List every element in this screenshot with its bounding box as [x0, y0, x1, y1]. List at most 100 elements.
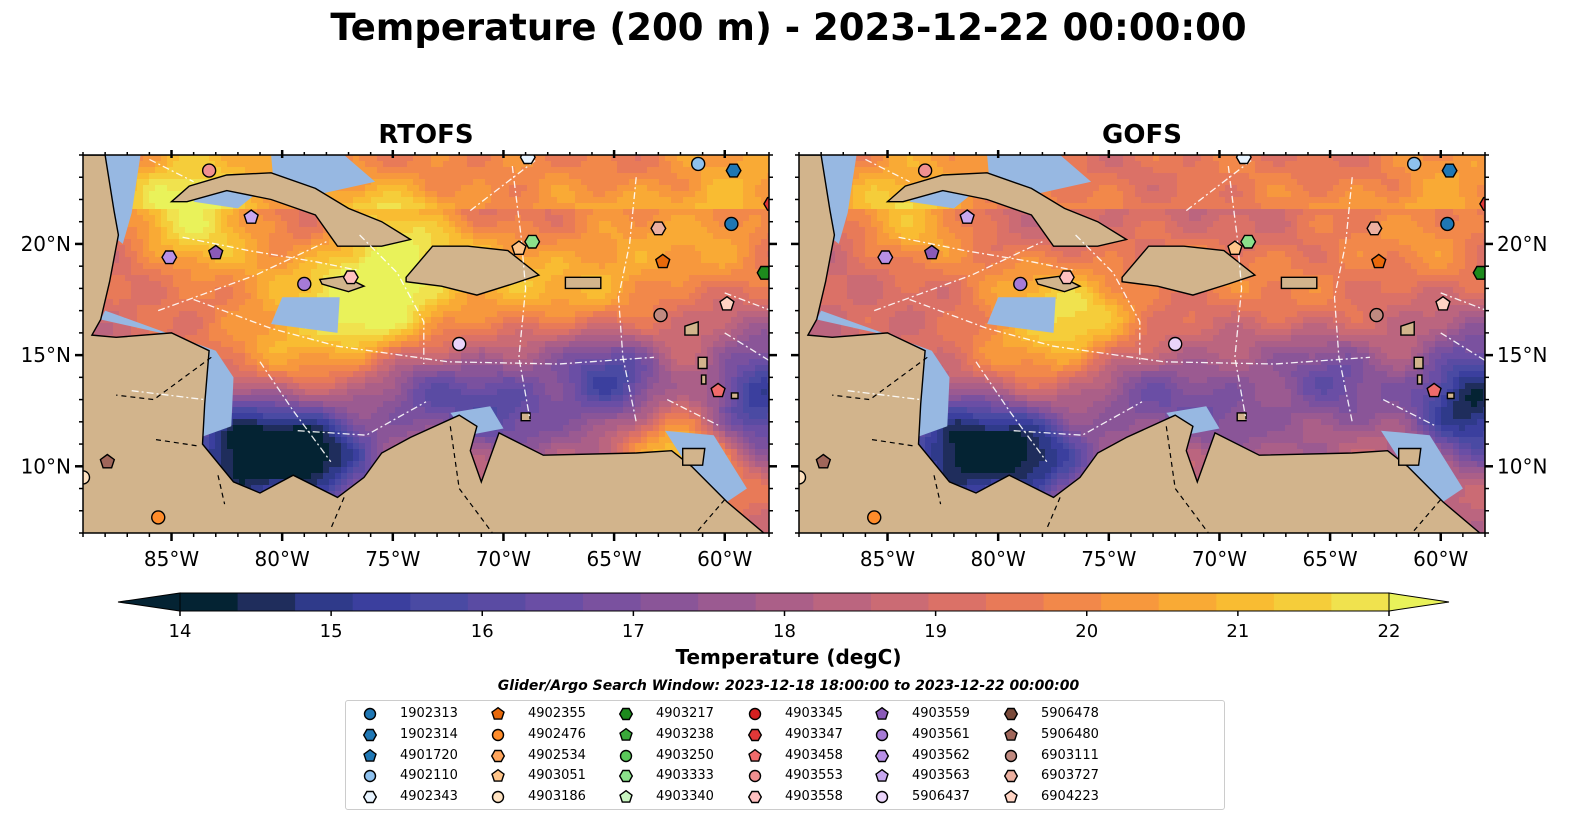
eez-boundary — [157, 241, 327, 312]
legend-label: 4903217 — [656, 706, 714, 721]
legend-marker — [619, 790, 633, 803]
float-4902110 — [690, 156, 706, 172]
legend-marker — [491, 706, 505, 720]
float-4903333 — [524, 234, 541, 249]
colorbar-segment — [1331, 593, 1390, 611]
legend-marker-hexagon — [362, 790, 378, 804]
y-tick-label: 15°N — [1497, 343, 1547, 367]
y-tick-label: 20°N — [21, 232, 71, 256]
figure-title: Temperature (200 m) - 2023-12-22 00:00:0… — [330, 6, 1247, 49]
float-4903561 — [1013, 276, 1028, 292]
land — [564, 276, 602, 290]
legend-marker-pentagon — [619, 727, 633, 741]
eez-boundary — [182, 236, 360, 272]
legend-marker-hexagon — [747, 790, 763, 804]
legend-marker — [363, 770, 377, 783]
float-4903186 — [83, 470, 91, 485]
legend-label: 5906478 — [1041, 706, 1099, 721]
legend-marker-circle — [363, 770, 377, 783]
country-border — [449, 426, 493, 533]
legend-marker-circle — [363, 707, 377, 721]
legend-label: 4903553 — [785, 768, 843, 784]
colorbar-tick-label: 19 — [924, 621, 947, 642]
x-tick-label: 65°W — [1302, 547, 1357, 571]
legend-marker-hexagon — [1003, 707, 1019, 721]
x-tick-label: 75°W — [365, 547, 420, 571]
legend-marker — [1004, 749, 1018, 762]
legend-marker-pentagon — [491, 706, 505, 720]
legend-marker — [748, 770, 762, 783]
legend-marker-hexagon — [618, 707, 634, 721]
legend-label: 5906437 — [912, 789, 970, 805]
legend-marker — [1004, 727, 1018, 741]
country-border — [933, 475, 942, 505]
legend-marker-hexagon — [1003, 770, 1019, 783]
legend-label: 5906480 — [1041, 726, 1099, 742]
float-4903562 — [161, 250, 178, 265]
float-4903217 — [756, 265, 769, 280]
country-border — [1165, 426, 1209, 533]
legend-marker — [875, 706, 889, 720]
colorbar-segment — [1043, 593, 1102, 611]
float-4903561 — [297, 276, 312, 292]
legend-marker-hexagon — [618, 770, 634, 783]
colorbar-segment — [467, 593, 526, 611]
legend-label: 6903111 — [1041, 747, 1099, 763]
legend-marker-pentagon — [1004, 727, 1018, 741]
colorbar-segment — [237, 593, 296, 611]
land — [1413, 356, 1424, 370]
land — [684, 320, 699, 336]
eez-boundary — [617, 177, 637, 422]
legend-marker-pentagon — [748, 748, 762, 762]
legend-label: 4903051 — [528, 768, 586, 784]
land — [697, 356, 708, 370]
legend-label: 4903458 — [785, 747, 843, 763]
legend-label: 4903561 — [912, 726, 970, 742]
legend-marker-pentagon — [363, 748, 377, 762]
legend-title: Glider/Argo Search Window: 2023-12-18 18… — [497, 678, 1080, 694]
eez-boundary — [149, 158, 194, 183]
land — [730, 392, 739, 400]
x-tick-label: 85°W — [860, 547, 915, 571]
colorbar-tick-label: 18 — [773, 621, 796, 642]
float-1902313 — [1440, 216, 1455, 232]
legend-marker-circle — [619, 749, 633, 762]
legend-label: 6903727 — [1041, 768, 1099, 784]
legend-marker — [363, 748, 377, 762]
float-4903559 — [207, 244, 224, 260]
float-4903563 — [243, 209, 259, 224]
colorbar-extend-low — [117, 592, 181, 612]
land — [520, 412, 531, 422]
colorbar-segment — [1158, 593, 1217, 611]
country-border — [217, 475, 226, 505]
eez-boundary — [1440, 292, 1485, 311]
legend-marker — [1003, 707, 1019, 721]
legend-label: 4903563 — [912, 768, 970, 784]
land — [169, 172, 413, 247]
colorbar-segment — [525, 593, 584, 611]
float-4902343 — [1235, 155, 1252, 165]
float-4903051 — [511, 240, 527, 256]
legend-label: 4903562 — [912, 747, 970, 763]
legend-marker-circle — [1004, 749, 1018, 762]
eez-boundary — [873, 241, 1043, 312]
x-tick-label: 70°W — [476, 547, 531, 571]
eez-boundary — [1333, 177, 1353, 422]
axes-frame — [798, 154, 1486, 534]
legend-label: 4903345 — [785, 706, 843, 721]
legend-marker-circle — [875, 728, 889, 741]
legend: 1902313 1902314 4901720 4902110 4902343 49023… — [345, 700, 1225, 810]
legend-marker — [748, 748, 762, 762]
x-tick-label: 80°W — [971, 547, 1026, 571]
country-border — [871, 439, 917, 447]
country-border — [1046, 497, 1061, 529]
legend-marker-hexagon — [874, 749, 890, 762]
land — [318, 275, 366, 293]
x-tick-label: 60°W — [697, 547, 752, 571]
float-1902314 — [1441, 163, 1458, 178]
eez-boundary — [511, 166, 531, 420]
colorbar-segment — [813, 593, 872, 611]
colorbar-segment — [1101, 593, 1160, 611]
panel-title-gofs: GOFS — [1102, 120, 1182, 150]
eez-boundary — [865, 158, 910, 183]
